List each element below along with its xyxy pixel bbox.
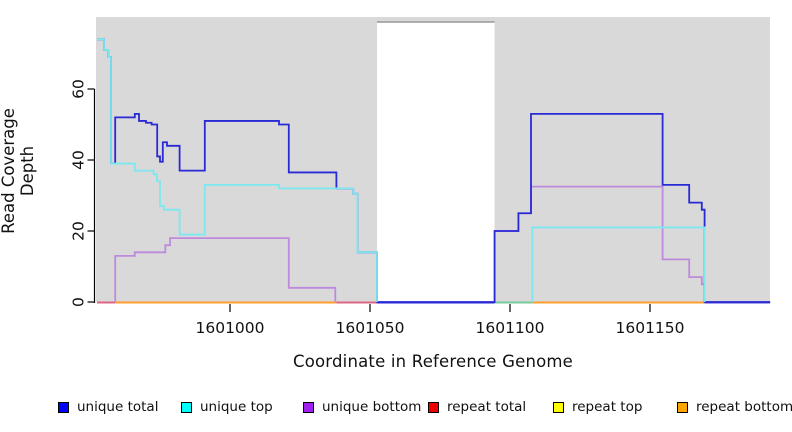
legend-swatch-icon (181, 401, 192, 413)
legend-item-repeat-total: repeat total (428, 397, 526, 417)
x-tick-label: 1601100 (475, 319, 544, 337)
y-tick-label: 60 (70, 79, 88, 99)
series-unique-bottom (114, 237, 337, 302)
series-unique-top (531, 226, 706, 302)
y-axis-title: Read Coverage Depth (0, 108, 37, 234)
x-tick-label: 1601050 (335, 319, 404, 337)
y-tick-label: 20 (70, 221, 88, 241)
series-unique-top (97, 38, 378, 302)
chart-legend: unique total unique top unique bottom repea… (0, 397, 792, 419)
legend-item-unique-bottom: unique bottom (303, 397, 421, 417)
legend-label: unique bottom (322, 399, 422, 415)
legend-label: unique total (77, 399, 159, 415)
legend-label: unique top (200, 399, 273, 415)
legend-swatch-icon (303, 401, 314, 413)
chart-plot-area: 0 20 40 60 1601000 1601050 1601100 1601150 (70, 17, 771, 337)
y-tick-label: 0 (70, 297, 88, 307)
legend-item-repeat-bottom: repeat bottom (677, 397, 792, 417)
legend-item-repeat-top: repeat top (553, 397, 642, 417)
x-tick-label: 1601150 (615, 319, 684, 337)
legend-swatch-icon (677, 401, 688, 413)
x-axis-title: Coordinate in Reference Genome (292, 352, 574, 371)
legend-label: repeat total (447, 399, 527, 415)
y-tick-label: 40 (70, 150, 88, 170)
legend-swatch-icon (58, 401, 69, 413)
coverage-gap-region (377, 22, 495, 302)
legend-item-unique-total: unique total (58, 397, 158, 417)
legend-swatch-icon (428, 401, 439, 413)
legend-label: repeat bottom (696, 399, 792, 415)
series-unique-total (97, 38, 771, 303)
legend-item-unique-top: unique top (181, 397, 273, 417)
legend-swatch-icon (553, 401, 564, 413)
legend-label: repeat top (572, 399, 643, 415)
x-tick-label: 1601000 (195, 319, 264, 337)
